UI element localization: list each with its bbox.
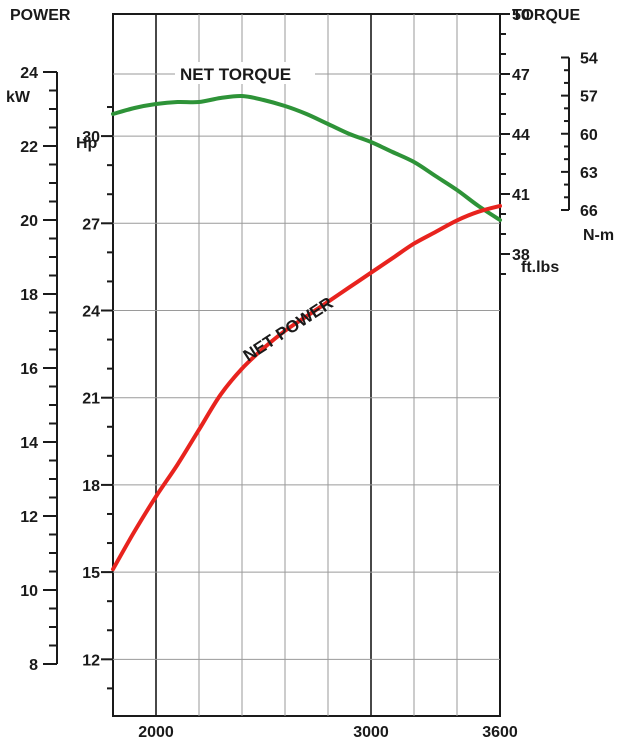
x-tick-label: 2000 [138, 724, 174, 741]
torque-axis-title: TORQUE [512, 7, 580, 24]
hp-tick-label: 30 [82, 129, 100, 146]
kw-tick-label: 10 [20, 583, 38, 600]
grid [112, 13, 501, 717]
kw-tick-label: 8 [29, 657, 38, 674]
hp-tick-label: 27 [82, 216, 100, 233]
kw-tick-label: 24 [20, 65, 38, 82]
hp-tick-label: 21 [82, 391, 100, 408]
hp-tick-label: 15 [82, 565, 100, 582]
net-torque-curve [111, 93, 502, 222]
series [111, 93, 502, 572]
ftlbs-tick-label: 47 [512, 67, 530, 84]
kw-tick-label: 20 [20, 213, 38, 230]
kw-tick-label: 16 [20, 361, 38, 378]
nm-tick-label: 57 [580, 89, 598, 106]
nm-tick-label: 54 [580, 51, 598, 68]
x-tick-label: 3000 [353, 724, 389, 741]
plot-frame [112, 13, 501, 717]
kw-tick-label: 22 [20, 139, 38, 156]
nm-tick-label: 63 [580, 165, 598, 182]
power-axis-title: POWER [10, 7, 71, 24]
nm-tick-label: 60 [580, 127, 598, 144]
x-tick-label: 3600 [482, 724, 518, 741]
nm-tick-label: 66 [580, 203, 598, 220]
net-power-curve [111, 203, 502, 572]
torque-label-backdrop [175, 62, 315, 84]
ftlbs-tick-label: 50 [512, 7, 530, 24]
kw-tick-label: 18 [20, 287, 38, 304]
kw-tick-label: 14 [20, 435, 38, 452]
nm-axis-label: N-m [583, 227, 614, 244]
hp-tick-label: 12 [82, 652, 100, 669]
hp-tick-label: 24 [82, 303, 100, 320]
ftlbs-tick-label: 41 [512, 187, 530, 204]
ftlbs-tick-label: 38 [512, 247, 530, 264]
hp-tick-label: 18 [82, 478, 100, 495]
hp-axis-label: Hp [76, 135, 98, 152]
axes: 2000 3000 3600 8 10 12 14 16 18 20 22 24 12 15 18 21 24 2… [20, 7, 598, 741]
net-torque-series-label: NET TORQUE [180, 65, 291, 84]
kw-tick-label: 12 [20, 509, 38, 526]
net-power-series-label: NET POWER [240, 293, 337, 365]
ftlbs-tick-label: 44 [512, 127, 530, 144]
kw-axis-label: kW [6, 89, 31, 106]
ftlbs-axis-label: ft.lbs [521, 259, 559, 276]
